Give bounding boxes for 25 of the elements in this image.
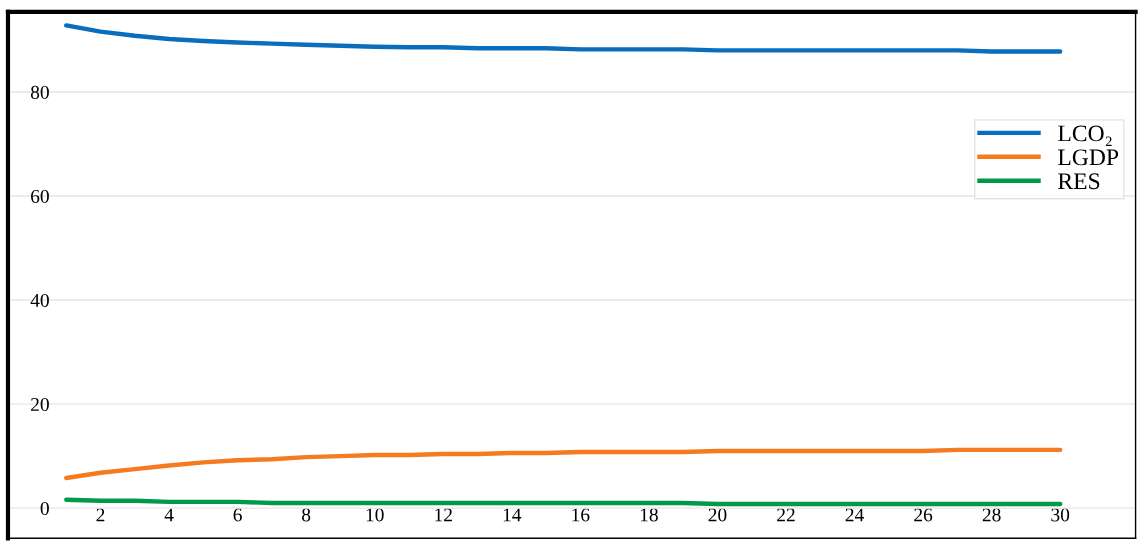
y-tick-label: 40: [30, 293, 49, 307]
x-tick-label: 14: [503, 508, 522, 522]
legend-label: LCO₂: [1058, 125, 1112, 146]
x-tick-label: 24: [845, 508, 864, 522]
x-tick-label: 10: [366, 508, 384, 522]
x-tick-label: 22: [777, 508, 795, 522]
x-tick-label: 20: [708, 508, 727, 522]
x-tick-label: 26: [914, 508, 933, 522]
y-tick-label: 0: [40, 501, 49, 516]
x-tick-label: 4: [164, 508, 174, 522]
y-tick-label: 60: [31, 189, 49, 203]
x-tick-label: 28: [982, 508, 1001, 522]
legend-label: LGDP: [1058, 149, 1119, 166]
y-tick-label: 20: [31, 397, 49, 412]
line-series: [64, 447, 1063, 481]
line-series: [64, 23, 1063, 54]
y-tick-label: 80: [30, 85, 49, 99]
x-tick-label: 16: [572, 508, 590, 522]
legend-label: RES: [1058, 173, 1100, 190]
x-tick-label: 30: [1051, 508, 1070, 522]
x-tick-label: 12: [435, 508, 452, 522]
x-tick-label: 2: [96, 508, 105, 522]
x-tick-label: 18: [640, 508, 658, 522]
x-tick-label: 6: [233, 508, 242, 522]
x-tick-label: 8: [302, 508, 311, 522]
